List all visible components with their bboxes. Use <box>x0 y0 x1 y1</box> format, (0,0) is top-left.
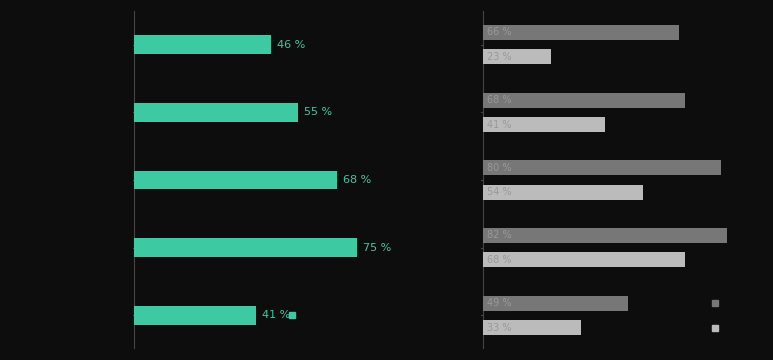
Text: 55 %: 55 % <box>304 107 332 117</box>
Text: 68 %: 68 % <box>487 95 512 105</box>
Text: 41 %: 41 % <box>262 310 291 320</box>
Text: 41 %: 41 % <box>487 120 512 130</box>
Text: 23 %: 23 % <box>487 52 512 62</box>
Text: 68 %: 68 % <box>342 175 371 185</box>
Bar <box>135 171 336 189</box>
Bar <box>135 306 257 325</box>
Bar <box>482 252 685 267</box>
Bar <box>482 25 679 40</box>
Bar <box>135 238 357 257</box>
Bar <box>482 160 720 175</box>
Text: 46 %: 46 % <box>278 40 305 50</box>
Text: 80 %: 80 % <box>487 163 512 173</box>
Text: 33 %: 33 % <box>487 323 512 333</box>
Bar <box>135 103 298 122</box>
Bar <box>482 228 727 243</box>
Bar <box>482 185 643 200</box>
Text: 82 %: 82 % <box>487 230 512 240</box>
Bar <box>482 49 551 64</box>
Bar <box>135 35 271 54</box>
Text: 66 %: 66 % <box>487 27 512 37</box>
Text: 75 %: 75 % <box>363 243 392 253</box>
Text: 54 %: 54 % <box>487 187 512 197</box>
Bar <box>482 117 604 132</box>
Bar <box>482 296 628 311</box>
Bar <box>482 320 581 335</box>
Text: 49 %: 49 % <box>487 298 512 308</box>
Bar <box>482 93 685 108</box>
Text: 68 %: 68 % <box>487 255 512 265</box>
